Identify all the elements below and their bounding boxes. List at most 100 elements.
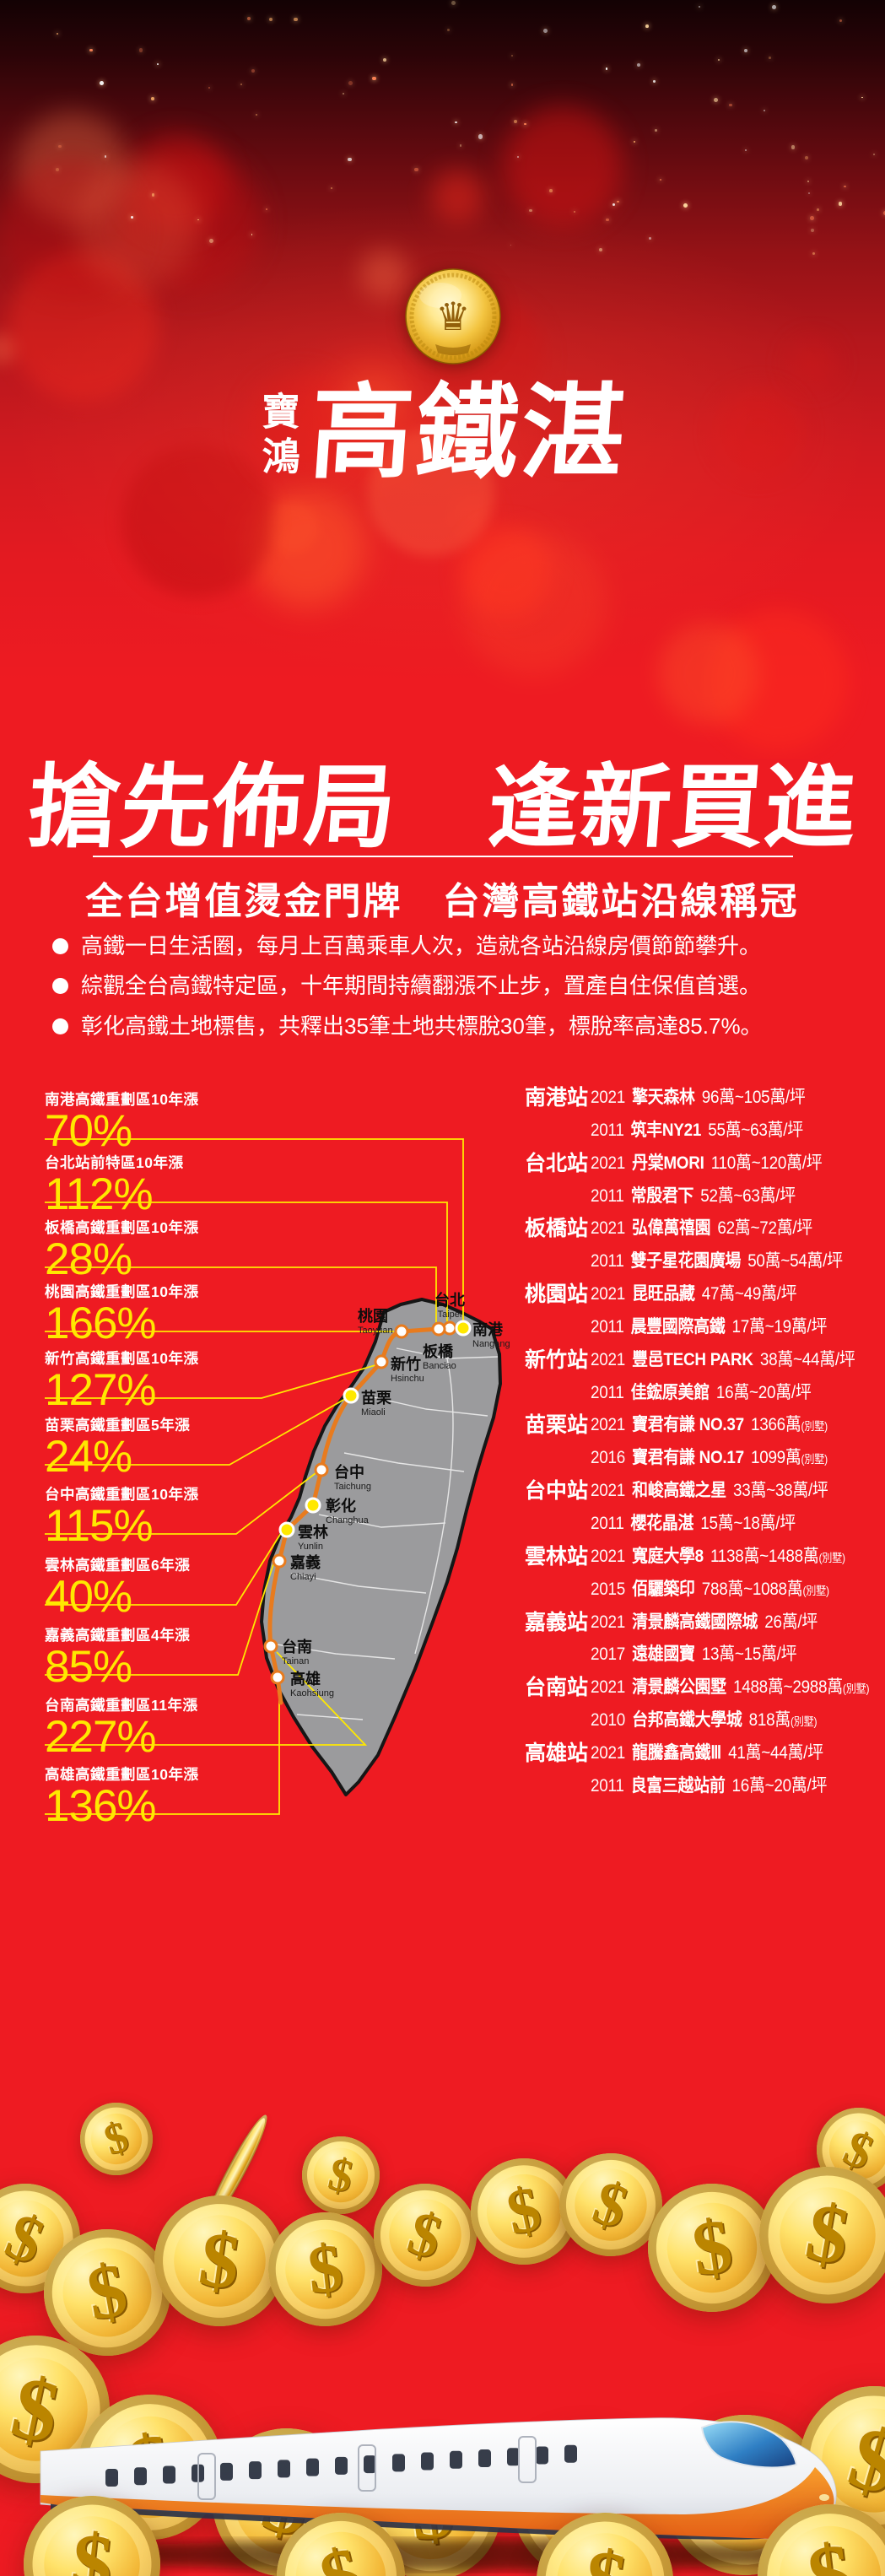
brand-title: 寶鴻 高鐵湛 — [0, 375, 885, 490]
listing-station: 南港站 — [525, 1086, 589, 1110]
stat-label: 新竹高鐵重劃區10年漲 — [45, 1350, 199, 1367]
stat-label: 桃園高鐵重劃區10年漲 — [45, 1283, 199, 1300]
stat-value: 136% — [45, 1781, 157, 1831]
listing-group: 雲林站 2021 寬庭大學8 1138萬~1488萬(別墅) 2015 佰驪築印 788… — [525, 1541, 885, 1607]
stat-value: 24% — [45, 1432, 132, 1482]
hero-banner: ♛ 寶鴻 高鐵湛 — [0, 0, 885, 759]
stat-tainan: 台南高鐵重劃區11年漲 227% — [45, 1694, 198, 1762]
crown-glyph: ♛ — [435, 294, 470, 338]
listing-row: 2021 龍騰鑫高鐵Ⅲ 41萬~44萬/坪 — [591, 1742, 823, 1763]
listing-group: 南港站 2021 擎天森林 96萬~105萬/坪 2011 筑丰NY21 55萬~63萬… — [525, 1082, 885, 1148]
listing-row: 2016 寶君有謙 NO.17 1099萬(別墅) — [591, 1448, 828, 1468]
gold-coin-icon: $ — [748, 2156, 885, 2314]
listing-row: 2011 筑丰NY21 55萬~63萬/坪 — [591, 1120, 803, 1140]
station-dot-kaohsiung — [270, 1670, 285, 1685]
map-label-en: Taichung — [334, 1482, 371, 1492]
stat-chiayi: 嘉義高鐵重劃區4年漲 85% — [45, 1624, 191, 1692]
brand-name-large: 高鐵湛 — [305, 375, 631, 490]
stat-value: 166% — [45, 1299, 157, 1348]
stat-value: 85% — [45, 1642, 132, 1692]
map-label-zh: 台中 — [334, 1463, 364, 1481]
listing-row: 2021 和峻高鐵之星 33萬~38萬/坪 — [591, 1481, 828, 1501]
stat-label: 嘉義高鐵重劃區4年漲 — [45, 1627, 191, 1644]
listing-row: 2021 昆旺品藏 47萬~49萬/坪 — [591, 1284, 797, 1304]
station-dot-miaoli — [343, 1387, 359, 1404]
price-comparison-list: 南港站 2021 擎天森林 96萬~105萬/坪 2011 筑丰NY21 55萬~63萬… — [525, 1082, 885, 1803]
listing-group: 嘉義站 2021 清景麟高鐵國際城 26萬/坪 2017 遠雄國寶 13萬~15萬/坪 — [525, 1607, 885, 1672]
map-label-zh: 桃園 — [358, 1307, 388, 1325]
stat-label: 台中高鐵重劃區10年漲 — [45, 1486, 199, 1503]
bullet-text: 高鐵一日生活圈，每月上百萬乘車人次，造就各站沿線房價節節攀升。 — [81, 933, 762, 959]
stat-banciao: 板橋高鐵重劃區10年漲 28% — [45, 1217, 198, 1284]
stat-taipei: 台北站前特區10年漲 112% — [45, 1152, 184, 1217]
listing-station: 板橋站 — [525, 1217, 589, 1241]
stat-hsinchu: 新竹高鐵重劃區10年漲 127% — [45, 1347, 199, 1415]
hsr-rail-line — [267, 1326, 466, 1705]
gold-coin-icon: $ — [294, 2129, 387, 2222]
bullet-text: 綜觀全台高鐵特定區，十年期間持續翻漲不止步，置產自住保值首選。 — [81, 973, 762, 999]
map-label-zh: 雲林 — [298, 1523, 328, 1541]
sub-headline: 全台增值燙金門牌 台灣高鐵站沿線稱冠 — [85, 881, 800, 922]
stat-value: 127% — [45, 1365, 157, 1415]
train-windshield — [700, 2421, 798, 2469]
stat-label: 苗栗高鐵重劃區5年漲 — [45, 1417, 191, 1434]
listing-station: 台南站 — [525, 1676, 589, 1700]
stat-value: 227% — [45, 1712, 157, 1762]
map-label-en: Kaohsiung — [290, 1688, 334, 1698]
taiwan-hsr-map: 台北 Taipei 南港 Nangang 板橋 Banciao 桃園 Taoyu… — [45, 1138, 510, 1815]
listing-row: 2011 雙子星花園廣場 50萬~54萬/坪 — [591, 1251, 843, 1272]
gold-coin-icon: $ — [262, 2206, 388, 2332]
map-label-en: Chiayi — [290, 1572, 316, 1582]
stat-label: 雲林高鐵重劃區6年漲 — [45, 1557, 191, 1574]
stat-label: 台北站前特區10年漲 — [45, 1154, 184, 1171]
listing-station: 嘉義站 — [525, 1610, 589, 1634]
listing-row: 2021 丹棠MORI 110萬~120萬/坪 — [591, 1153, 823, 1173]
listing-station: 桃園站 — [525, 1283, 589, 1307]
map-label-en: Banciao — [423, 1361, 456, 1371]
station-labels: 台北 Taipei 南港 Nangang 板橋 Banciao 桃園 Taoyu… — [282, 1291, 510, 1698]
bullet-item: 綜觀全台高鐵特定區，十年期間持續翻漲不止步，置產自住保值首選。 — [52, 973, 763, 999]
stat-yunlin: 雲林高鐵重劃區6年漲 40% — [45, 1554, 191, 1619]
map-label-zh: 苗栗 — [361, 1390, 391, 1407]
listing-row: 2011 晨豐國際高鐵 17萬~19萬/坪 — [591, 1316, 828, 1337]
map-label-en: Changhua — [326, 1515, 370, 1526]
listing-row: 2011 櫻花晶湛 15萬~18萬/坪 — [591, 1513, 796, 1533]
station-dot-hsinchu — [374, 1354, 389, 1369]
listing-station: 苗栗站 — [525, 1413, 589, 1438]
listing-row: 2021 清景麟公園墅 1488萬~2988萬(別墅) — [591, 1677, 870, 1698]
listing-group: 台南站 2021 清景麟公園墅 1488萬~2988萬(別墅) 2010 台邦高鐵大學… — [525, 1671, 885, 1737]
selling-points: 高鐵一日生活圈，每月上百萬乘車人次，造就各站沿線房價節節攀升。 綜觀全台高鐵特定… — [52, 933, 763, 1055]
stat-label: 高雄高鐵重劃區10年漲 — [45, 1766, 199, 1783]
gold-medal-icon: ♛ — [403, 263, 503, 370]
station-dots — [263, 1320, 472, 1685]
stat-taoyuan: 桃園高鐵重劃區10年漲 166% — [45, 1281, 199, 1348]
bullet-dot-icon — [52, 938, 68, 954]
stat-value: 70% — [45, 1106, 132, 1156]
county-borders — [271, 1347, 499, 1720]
listing-row: 2021 擎天森林 96萬~105萬/坪 — [591, 1088, 806, 1107]
listing-group: 台北站 2021 丹棠MORI 110萬~120萬/坪 2011 常殷君下 52萬~63… — [525, 1148, 885, 1213]
main-headline: 搶先佈局 逢新買進 — [24, 756, 861, 858]
map-label-en: Yunlin — [298, 1542, 323, 1552]
train-shadow — [44, 2540, 850, 2570]
bullet-item: 高鐵一日生活圈，每月上百萬乘車人次，造就各站沿線房價節節攀升。 — [52, 933, 763, 959]
listing-row: 2011 常殷君下 52萬~63萬/坪 — [591, 1185, 796, 1206]
stat-value: 28% — [45, 1234, 132, 1284]
listing-group: 苗栗站 2021 寶君有謙 NO.37 1366萬(別墅) 2016 寶君有謙 NO.… — [525, 1409, 885, 1475]
crown-coin-icon: ♛ — [405, 268, 501, 365]
listing-row: 2017 遠雄國寶 13萬~15萬/坪 — [591, 1644, 797, 1665]
bullet-item: 彰化高鐵土地標售，共釋出35筆土地共標脫30筆，標脫率高達85.7%。 — [52, 1014, 763, 1038]
stat-nangang: 南港高鐵重劃區10年漲 70% — [45, 1088, 198, 1156]
listing-row: 2010 台邦高鐵大學城 818萬(別墅) — [591, 1710, 818, 1731]
map-label-zh: 彰化 — [326, 1497, 356, 1515]
bullet-dot-icon — [52, 978, 68, 995]
map-label-en: Nangang — [472, 1339, 510, 1349]
station-dot-chiayi — [272, 1553, 287, 1569]
stat-value: 115% — [45, 1501, 154, 1551]
station-dot-tainan — [263, 1639, 278, 1654]
map-label-zh: 板橋 — [423, 1342, 454, 1360]
listing-station: 雲林站 — [525, 1544, 589, 1569]
headline-divider — [93, 856, 793, 857]
listing-row: 2011 佳鋐原美館 16萬~20萬/坪 — [591, 1382, 812, 1402]
